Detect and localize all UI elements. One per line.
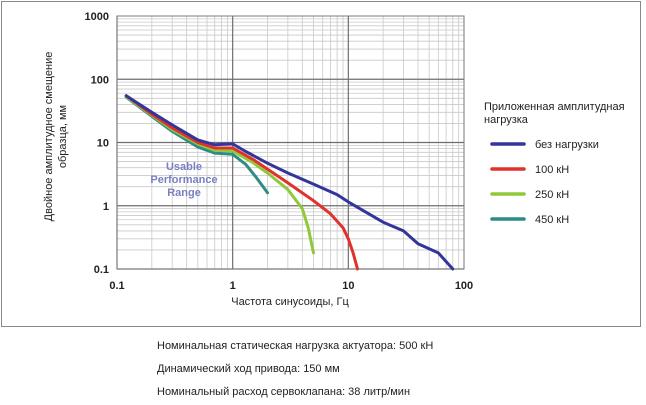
legend-title: Приложенная амплитудная нагрузка xyxy=(484,101,625,126)
series-line-100-кН xyxy=(124,94,359,271)
spec-dynamic-stroke: Динамический ход привода: 150 мм xyxy=(157,363,340,375)
legend-label: без нагрузки xyxy=(535,139,599,151)
legend: Приложенная амплитудная нагрузка без нагр… xyxy=(484,101,625,226)
series-lines xyxy=(124,94,455,271)
y-tick-label: 10 xyxy=(97,138,109,150)
y-tick-label: 1 xyxy=(103,201,109,213)
y-tick-label: 100 xyxy=(91,74,109,86)
x-tick-labels: 0.1 1 10 100 xyxy=(109,280,473,292)
x-tick-label: 1 xyxy=(230,280,236,292)
y-tick-label: 0.1 xyxy=(94,264,109,276)
x-tick-label: 0.1 xyxy=(109,280,124,292)
spec-servo-flow: Номинальный расход сервоклапана: 38 литр… xyxy=(157,386,411,398)
x-axis-label: Частота синусоиды, Гц xyxy=(231,296,349,308)
spec-static-load: Номинальная статическая нагрузка актуато… xyxy=(157,340,434,352)
y-tick-label: 1000 xyxy=(85,11,109,23)
series-line-без-нагрузки xyxy=(124,94,455,271)
x-tick-label: 100 xyxy=(455,280,473,292)
y-axis-label: Двойное амплитудное смещение образца, мм xyxy=(43,52,69,222)
chart-frame: Usable Performance Range 0.1 1 10 100 0.1 1 10 1… xyxy=(1,1,641,327)
legend-label: 450 кН xyxy=(535,214,569,226)
chart: Usable Performance Range 0.1 1 10 100 0.1 1 10 1… xyxy=(43,11,625,308)
usable-performance-range-annotation: Usable Performance Range xyxy=(150,161,217,199)
x-tick-label: 10 xyxy=(342,280,354,292)
legend-label: 100 кН xyxy=(535,164,569,176)
y-tick-labels: 0.1 1 10 100 1000 xyxy=(85,11,109,276)
plot-border xyxy=(116,15,465,270)
legend-label: 250 кН xyxy=(535,189,569,201)
